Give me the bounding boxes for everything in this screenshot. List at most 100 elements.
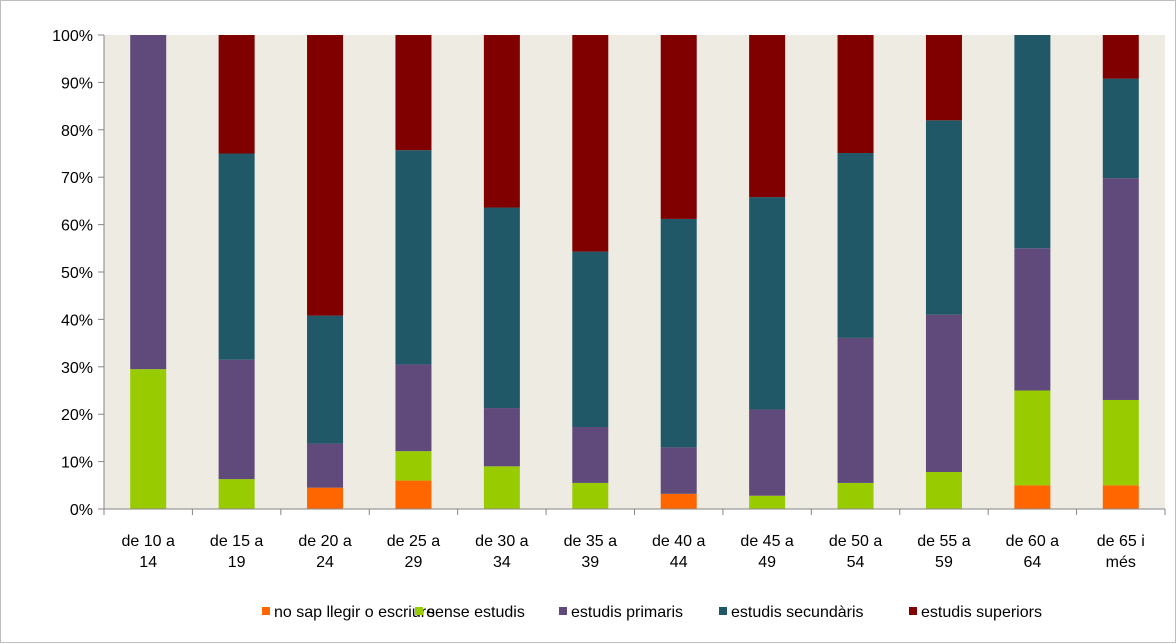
bar-segment-9-series-3 <box>837 337 874 483</box>
bar-segment-7-series-4 <box>660 218 697 448</box>
x-tick-label: 44 <box>670 554 688 571</box>
bar-segment-9-series-5 <box>837 35 874 154</box>
x-tick-label: de 55 a <box>917 533 970 550</box>
bar-segment-6-series-2 <box>572 482 609 509</box>
x-tick-label: 14 <box>139 554 157 571</box>
x-tick-label: 24 <box>316 554 334 571</box>
x-tick-label: de 15 a <box>210 533 263 550</box>
y-tick-label: 70% <box>61 170 93 187</box>
legend-label: estudis secundàris <box>731 604 864 621</box>
y-tick-label: 0% <box>70 502 93 519</box>
bar-segment-10-series-2 <box>925 472 962 509</box>
bar-segment-12-series-2 <box>1102 399 1139 486</box>
x-tick-label: de 25 a <box>387 533 440 550</box>
x-tick-label: de 65 i <box>1097 533 1145 550</box>
bar-segment-10-series-5 <box>925 35 962 121</box>
bar-segment-5-series-5 <box>483 35 520 208</box>
y-tick-label: 100% <box>52 28 93 45</box>
bar-segment-12-series-3 <box>1102 178 1139 400</box>
x-tick-label: 59 <box>935 554 953 571</box>
y-tick-label: 60% <box>61 218 93 235</box>
bar-segment-2-series-3 <box>218 359 255 480</box>
x-tick-label: 34 <box>493 554 511 571</box>
bar-segment-3-series-1 <box>307 487 344 509</box>
legend-swatch <box>719 607 727 615</box>
bar-segment-5-series-2 <box>483 466 520 509</box>
x-axis: de 10 a 14 de 15 a 19 de 20 a 24 de 25 a 29 de 3… <box>103 508 1166 571</box>
bar-segment-4-series-2 <box>395 451 432 481</box>
bar-segment-10-series-3 <box>925 314 962 473</box>
legend-swatch <box>559 607 567 615</box>
bar-segment-2-series-5 <box>218 35 255 154</box>
bar-segment-2-series-4 <box>218 153 255 360</box>
bar-segment-6-series-4 <box>572 251 609 427</box>
bar-segment-3-series-3 <box>307 443 344 488</box>
x-tick-label: de 20 a <box>298 533 351 550</box>
x-tick-label: 29 <box>405 554 423 571</box>
bar-segment-1-series-2 <box>130 369 167 509</box>
x-tick-label: de 45 a <box>740 533 793 550</box>
bar-segment-4-series-4 <box>395 150 432 365</box>
legend-label: sense estudis <box>427 604 525 621</box>
bar-segment-8-series-3 <box>749 409 786 496</box>
y-tick-label: 20% <box>61 407 93 424</box>
bar-segment-4-series-5 <box>395 35 432 151</box>
legend-label: no sap llegir o escriure <box>274 604 435 621</box>
y-tick-label: 30% <box>61 360 93 377</box>
bar-segment-12-series-1 <box>1102 485 1139 509</box>
x-tick-label: 49 <box>758 554 776 571</box>
legend-swatch <box>262 607 270 615</box>
bar-segment-8-series-5 <box>749 35 786 198</box>
x-tick-label: 54 <box>847 554 865 571</box>
bar-segment-1-series-3 <box>130 35 167 370</box>
y-tick-label: 40% <box>61 312 93 329</box>
bar-segment-7-series-5 <box>660 35 697 219</box>
bar-segment-6-series-5 <box>572 35 609 252</box>
y-tick-label: 90% <box>61 75 93 92</box>
bar-segment-11-series-2 <box>1014 390 1051 486</box>
bar-segment-9-series-2 <box>837 482 874 509</box>
bars-group <box>130 35 1139 509</box>
x-tick-label: 19 <box>228 554 246 571</box>
bar-segment-9-series-4 <box>837 153 874 338</box>
bar-segment-8-series-4 <box>749 197 786 410</box>
plot-area <box>104 35 1165 509</box>
bar-segment-7-series-3 <box>660 447 697 494</box>
bar-segment-4-series-1 <box>395 480 432 509</box>
legend-label: estudis primaris <box>571 604 683 621</box>
bar-segment-2-series-2 <box>218 479 255 509</box>
legend-swatch <box>415 607 423 615</box>
bar-segment-4-series-3 <box>395 364 432 452</box>
bar-segment-5-series-4 <box>483 207 520 409</box>
x-tick-label: de 35 a <box>564 533 617 550</box>
x-tick-label: més <box>1106 554 1136 571</box>
x-tick-label: de 40 a <box>652 533 705 550</box>
x-tick-label: de 60 a <box>1006 533 1059 550</box>
x-tick-label: de 30 a <box>475 533 528 550</box>
bar-segment-3-series-4 <box>307 315 344 444</box>
y-axis: 0% 10% 20% 30% 40% 50% 60% 70% 80% 90% 100% <box>52 28 105 519</box>
y-tick-label: 50% <box>61 265 93 282</box>
bar-segment-5-series-3 <box>483 408 520 467</box>
bar-segment-11-series-3 <box>1014 248 1051 391</box>
x-tick-label: 39 <box>581 554 599 571</box>
x-tick-label: de 10 a <box>122 533 175 550</box>
bar-segment-11-series-4 <box>1014 35 1051 249</box>
bar-segment-6-series-3 <box>572 427 609 483</box>
bar-segment-12-series-5 <box>1102 35 1139 79</box>
y-tick-label: 10% <box>61 455 93 472</box>
bar-segment-12-series-4 <box>1102 78 1139 179</box>
bar-segment-3-series-5 <box>307 35 344 316</box>
legend-swatch <box>909 607 917 615</box>
x-tick-label: de 50 a <box>829 533 882 550</box>
bar-segment-10-series-4 <box>925 120 962 315</box>
legend-label: estudis superiors <box>921 604 1042 621</box>
y-tick-label: 80% <box>61 123 93 140</box>
bar-segment-7-series-1 <box>660 493 697 509</box>
x-tick-label: 64 <box>1023 554 1041 571</box>
bar-segment-8-series-2 <box>749 495 786 509</box>
bar-segment-11-series-1 <box>1014 485 1051 509</box>
